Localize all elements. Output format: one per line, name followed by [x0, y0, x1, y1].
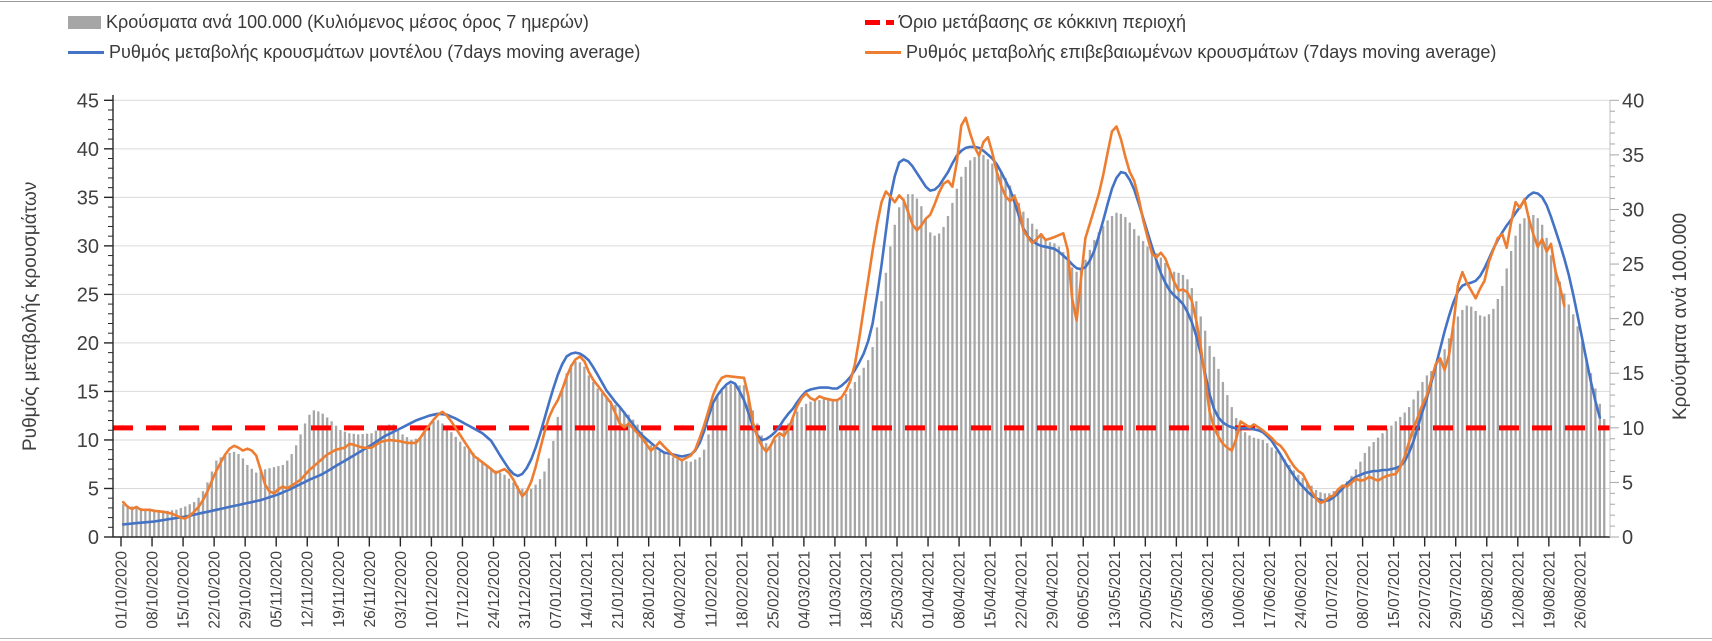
- x-tick-label: 28/01/2021: [641, 551, 658, 629]
- x-tick-label: 19/11/2020: [331, 551, 348, 628]
- svg-text:35: 35: [1622, 145, 1644, 167]
- x-tick-label: 05/08/2021: [1479, 551, 1496, 629]
- x-tick-label: 25/02/2021: [765, 551, 782, 629]
- x-tick-label: 03/06/2021: [1200, 551, 1217, 629]
- model-line-icon: [68, 50, 104, 54]
- x-tick-label: 21/01/2021: [610, 551, 627, 629]
- svg-text:40: 40: [77, 139, 99, 161]
- svg-text:20: 20: [1622, 309, 1644, 331]
- top-border: [0, 1, 1712, 2]
- x-tick-label: 22/10/2020: [207, 551, 224, 629]
- legend-item-red-threshold: Όριο μετάβασης σε κόκκινη περιοχή: [865, 11, 1186, 33]
- x-tick-label: 26/08/2021: [1572, 551, 1589, 629]
- x-tick-label: 24/12/2020: [486, 551, 503, 629]
- legend-item-model-rate: Ρυθμός μεταβολής κρουσμάτων μοντέλου (7d…: [68, 41, 640, 63]
- svg-text:10: 10: [1622, 418, 1644, 440]
- legend-label: Κρούσματα ανά 100.000 (Κυλιόμενος μέσος …: [106, 11, 589, 32]
- axes: 0 5 10 15 20 25 30 35 40 45 0 5 10 15 20 25 30 35 40 01/10/…: [77, 90, 1645, 628]
- svg-text:0: 0: [88, 527, 99, 549]
- x-tick-label: 26/11/2020: [362, 551, 379, 628]
- legend-label: Όριο μετάβασης σε κόκκινη περιοχή: [899, 11, 1187, 32]
- model-rate-line: [121, 145, 1602, 526]
- x-tick-label: 18/03/2021: [858, 551, 875, 629]
- x-tick-label: 11/03/2021: [827, 551, 844, 627]
- x-tick-label: 20/05/2021: [1138, 551, 1155, 629]
- x-tick-label: 18/02/2021: [734, 551, 751, 629]
- x-tick-label: 06/05/2021: [1076, 551, 1093, 629]
- svg-text:10: 10: [77, 430, 99, 452]
- legend-label: Ρυθμός μεταβολής επιβεβαιωμένων κρουσμάτ…: [906, 41, 1497, 62]
- svg-text:30: 30: [77, 236, 99, 258]
- x-tick-label: 08/10/2020: [145, 551, 162, 629]
- bar-swatch-icon: [68, 15, 101, 29]
- x-tick-label: 13/05/2021: [1107, 551, 1124, 629]
- x-tick-label: 01/07/2021: [1324, 551, 1341, 629]
- x-tick-label: 15/04/2021: [983, 551, 1000, 629]
- x-tick-label: 07/01/2021: [548, 551, 565, 629]
- x-tick-label: 31/12/2020: [517, 551, 534, 629]
- x-tick-label: 29/04/2021: [1045, 551, 1062, 629]
- x-tick-label: 29/07/2021: [1448, 551, 1465, 629]
- x-tick-label: 04/02/2021: [672, 551, 689, 629]
- x-tick-label: 10/12/2020: [424, 551, 441, 629]
- svg-text:5: 5: [88, 478, 99, 500]
- x-tick-label: 10/06/2021: [1231, 551, 1248, 629]
- svg-text:30: 30: [1622, 199, 1644, 221]
- svg-text:40: 40: [1622, 90, 1644, 112]
- x-tick-label: 12/11/2020: [300, 551, 317, 628]
- legend-item-confirmed-rate: Ρυθμός μεταβολής επιβεβαιωμένων κρουσμάτ…: [865, 41, 1496, 63]
- svg-text:0: 0: [1622, 527, 1633, 549]
- svg-text:20: 20: [77, 333, 99, 355]
- x-tick-label: 29/10/2020: [238, 551, 255, 629]
- x-tick-label: 17/06/2021: [1262, 551, 1279, 629]
- x-tick-label: 05/11/2020: [269, 551, 286, 628]
- x-tick-label: 19/08/2021: [1541, 551, 1558, 629]
- svg-text:15: 15: [77, 381, 99, 403]
- legend-item-cases-bars: Κρούσματα ανά 100.000 (Κυλιόμενος μέσος …: [68, 11, 589, 33]
- x-tick-label: 14/01/2021: [579, 551, 596, 629]
- x-tick-label: 27/05/2021: [1169, 551, 1186, 629]
- x-tick-label: 01/04/2021: [921, 551, 938, 629]
- svg-text:5: 5: [1622, 472, 1633, 494]
- x-tick-label: 15/07/2021: [1386, 551, 1403, 629]
- bottom-border: [0, 638, 1712, 639]
- x-tick-label: 03/12/2020: [393, 551, 410, 629]
- x-tick-label: 22/07/2021: [1417, 551, 1434, 629]
- x-tick-label: 04/03/2021: [796, 551, 813, 629]
- x-tick-label: 25/03/2021: [890, 551, 907, 629]
- cases-bars-series: [122, 154, 1606, 538]
- svg-text:15: 15: [1622, 363, 1644, 385]
- svg-text:25: 25: [1622, 254, 1644, 276]
- x-tick-label: 15/10/2020: [176, 551, 193, 629]
- x-tick-label: 01/10/2020: [114, 551, 131, 629]
- legend-label: Ρυθμός μεταβολής κρουσμάτων μοντέλου (7d…: [109, 41, 641, 62]
- svg-text:25: 25: [77, 284, 99, 306]
- svg-text:35: 35: [77, 187, 99, 209]
- x-tick-label: 24/06/2021: [1293, 551, 1310, 629]
- x-tick-label: 08/07/2021: [1355, 551, 1372, 629]
- confirmed-line-icon: [865, 50, 901, 54]
- x-tick-label: 12/08/2021: [1510, 551, 1527, 629]
- x-tick-label: 17/12/2020: [455, 551, 472, 629]
- threshold-dash-icon: [865, 19, 894, 25]
- svg-text:45: 45: [77, 90, 99, 112]
- x-tick-label: 08/04/2021: [952, 551, 969, 629]
- x-tick-label: 22/04/2021: [1014, 551, 1031, 629]
- x-tick-label: 11/02/2021: [703, 551, 720, 627]
- confirmed-rate-line: [121, 116, 1566, 520]
